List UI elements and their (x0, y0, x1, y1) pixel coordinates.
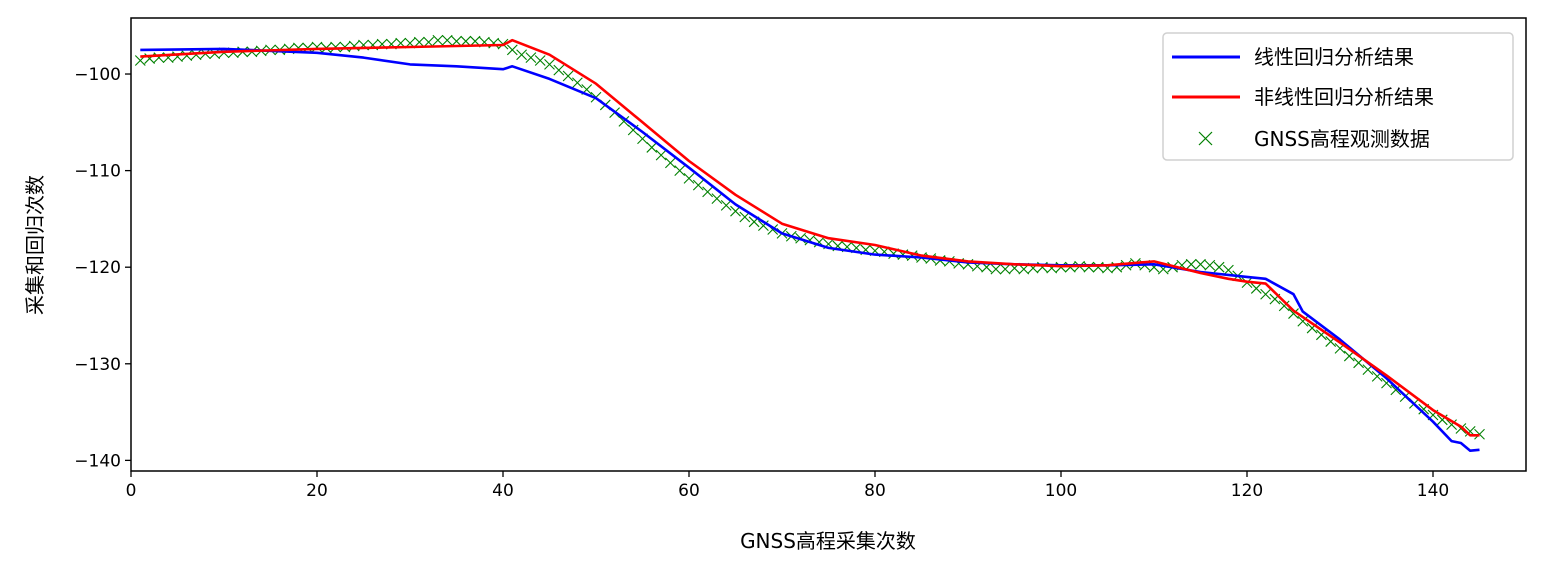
data-point (190, 49, 202, 61)
data-point (181, 50, 193, 62)
data-point (1213, 261, 1225, 273)
data-point (646, 142, 658, 153)
legend-box (1162, 32, 1514, 161)
data-point (665, 157, 676, 169)
data-point (990, 263, 1002, 275)
data-point (1083, 261, 1095, 273)
data-point (1195, 258, 1206, 270)
data-point (441, 34, 453, 46)
plot-marks (134, 34, 1485, 453)
data-point (525, 52, 537, 63)
series-nonlinear-line (140, 38, 1480, 437)
x-tick-label: 0 (126, 481, 137, 501)
y-tick-label: −130 (74, 355, 121, 375)
data-point (1204, 259, 1216, 271)
data-point (506, 44, 518, 56)
data-point (1260, 288, 1271, 300)
data-point (330, 41, 341, 53)
data-point (692, 179, 704, 191)
data-point (1185, 258, 1197, 270)
y-tick-label: −120 (74, 258, 121, 278)
data-point (488, 37, 500, 49)
data-point (339, 41, 351, 53)
data-point (553, 64, 565, 76)
data-point (562, 70, 574, 82)
y-axis: −100 −110 −120 −130 −140 (74, 65, 131, 471)
legend-label-nonlinear: 非线性回归分析结果 (1254, 85, 1434, 109)
data-point (758, 220, 769, 232)
x-tick-label: 80 (864, 481, 886, 501)
x-axis: 0 20 40 60 80 100 120 140 (126, 471, 1449, 501)
data-point (1278, 300, 1290, 312)
data-point (209, 48, 221, 60)
legend: 线性回归分析结果 非线性回归分析结果 GNSS高程观测数据 (1162, 32, 1514, 161)
data-point (534, 55, 546, 66)
y-tick-label: −110 (74, 162, 121, 182)
data-point (544, 58, 555, 70)
data-point (1250, 283, 1262, 294)
data-point (711, 193, 723, 205)
data-point (516, 49, 527, 61)
x-tick-label: 140 (1417, 481, 1449, 501)
x-axis-label: GNSS高程采集次数 (740, 529, 916, 553)
data-point (618, 115, 630, 127)
data-point (1390, 384, 1402, 396)
x-tick-label: 120 (1231, 481, 1263, 501)
data-point (311, 41, 323, 53)
data-point (451, 35, 462, 47)
legend-label-linear: 线性回归分析结果 (1254, 45, 1414, 69)
legend-swatch-observed (1198, 131, 1213, 146)
x-tick-label: 40 (492, 481, 514, 501)
plot-frame (130, 17, 1527, 472)
data-point (432, 34, 444, 46)
data-point (348, 40, 360, 52)
data-point (683, 172, 695, 184)
y-tick-label: −140 (74, 451, 121, 471)
data-point (1288, 308, 1299, 319)
data-point (572, 77, 583, 89)
y-axis-label: 采集和回归次数 (23, 175, 47, 315)
data-point (655, 149, 667, 161)
y-tick-label: −100 (74, 65, 121, 85)
x-tick-label: 60 (678, 481, 700, 501)
data-point (702, 186, 713, 198)
data-point (1446, 419, 1457, 431)
data-point (999, 263, 1011, 275)
x-tick-label: 100 (1045, 481, 1077, 501)
data-point (720, 199, 732, 211)
legend-label-observed: GNSS高程观测数据 (1254, 127, 1430, 151)
data-point (1092, 261, 1104, 273)
x-tick-label: 20 (306, 481, 328, 501)
data-point (674, 165, 686, 176)
